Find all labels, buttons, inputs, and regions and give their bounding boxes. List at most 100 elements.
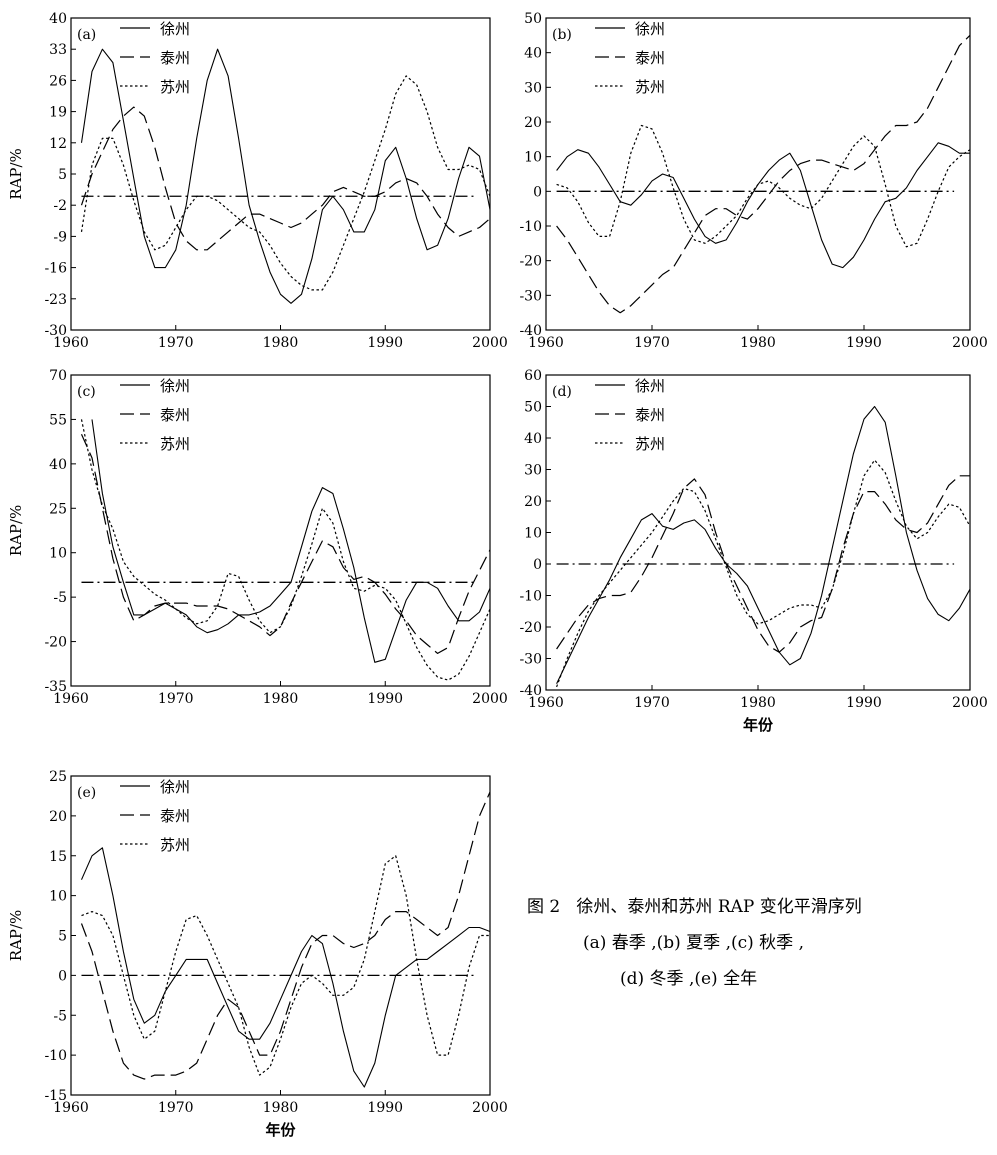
series-line-1 <box>80 847 491 1088</box>
y-tick-label: 30 <box>524 463 542 479</box>
x-tick-label: 1960 <box>528 335 564 351</box>
series-line-1 <box>556 142 970 269</box>
y-tick-label: -2 <box>53 198 67 214</box>
y-axis-label: RAP/% <box>7 148 25 200</box>
x-tick-label: 1960 <box>53 335 89 351</box>
y-tick-label: 0 <box>533 557 542 573</box>
y-tick-label: 60 <box>524 368 542 384</box>
x-tick-label: 1980 <box>740 695 776 711</box>
x-tick-label: 1970 <box>158 691 194 707</box>
x-tick-label: 2000 <box>952 335 988 351</box>
x-axis-label: 年份 <box>265 1121 296 1139</box>
x-tick-label: 2000 <box>472 335 508 351</box>
panel-label: (c) <box>77 384 96 400</box>
legend-label-3: 苏州 <box>635 78 665 96</box>
legend-label-1: 徐州 <box>160 377 190 395</box>
y-tick-label: 10 <box>49 889 67 905</box>
series-line-2 <box>80 433 491 654</box>
y-tick-label: 0 <box>533 184 542 200</box>
series-line-3 <box>556 124 971 248</box>
x-tick-label: 1990 <box>846 695 882 711</box>
x-tick-label: 1980 <box>263 335 299 351</box>
y-tick-label: -40 <box>519 323 542 339</box>
y-tick-label: -15 <box>44 1088 67 1104</box>
panel-label: (b) <box>552 27 572 43</box>
y-tick-label: -30 <box>44 323 67 339</box>
chart-panel-4: -40 -30 -20 -10 0 10 20 30 40 50 60 1960 1970 1980 199… <box>519 368 987 734</box>
y-tick-label: 20 <box>49 809 67 825</box>
plot-frame <box>70 775 491 1096</box>
y-tick-label: 19 <box>49 105 67 121</box>
legend-label-3: 苏州 <box>160 435 190 453</box>
series-line-1 <box>80 48 491 304</box>
x-tick-label: 1970 <box>158 1100 194 1116</box>
y-tick-label: -30 <box>519 288 542 304</box>
legend-label-1: 徐州 <box>635 20 665 38</box>
y-tick-label: -30 <box>519 652 542 668</box>
plot-frame <box>545 17 971 331</box>
legend-label-2: 泰州 <box>635 406 665 424</box>
x-tick-label: 1990 <box>846 335 882 351</box>
y-tick-label: 12 <box>49 136 67 152</box>
series-line-3 <box>81 855 490 1076</box>
x-tick-label: 2000 <box>472 1100 508 1116</box>
series-line-1 <box>556 405 971 684</box>
y-tick-label: 50 <box>524 400 542 416</box>
y-tick-label: 40 <box>49 457 67 473</box>
x-tick-label: 1970 <box>634 335 670 351</box>
y-tick-label: -23 <box>44 292 67 308</box>
legend-label-1: 徐州 <box>160 20 190 38</box>
series-line-3 <box>80 419 491 681</box>
x-tick-label: 2000 <box>952 695 988 711</box>
y-tick-label: 33 <box>49 42 67 58</box>
y-axis-label: RAP/% <box>7 505 25 557</box>
y-tick-label: 20 <box>524 115 542 131</box>
y-tick-label: 30 <box>524 80 542 96</box>
y-tick-label: 55 <box>49 412 67 428</box>
series-line-2 <box>556 34 971 314</box>
chart-panel-5: -15 -10 -5 0 5 10 15 20 25 1960 1970 1980 1990 2000 (e… <box>7 769 508 1139</box>
figure-caption-line-2: (a) 春季 ,(b) 夏季 ,(c) 秋季 , <box>583 933 804 953</box>
x-tick-label: 1960 <box>53 691 89 707</box>
y-tick-label: 40 <box>524 46 542 62</box>
y-tick-label: 10 <box>49 546 67 562</box>
series-line-1 <box>91 419 491 663</box>
series-line-3 <box>556 459 971 688</box>
y-tick-label: 5 <box>58 167 67 183</box>
panel-label: (e) <box>77 785 96 801</box>
y-tick-label: 25 <box>49 501 67 517</box>
y-tick-label: -5 <box>53 1008 67 1024</box>
plot-frame <box>70 374 491 687</box>
series-line-3 <box>80 75 491 291</box>
legend-label-1: 徐州 <box>160 778 190 796</box>
x-tick-label: 1980 <box>263 691 299 707</box>
y-axis-label: RAP/% <box>7 910 25 962</box>
x-tick-label: 1990 <box>367 691 403 707</box>
legend-label-2: 泰州 <box>635 49 665 67</box>
series-line-2 <box>556 475 970 653</box>
y-tick-label: -20 <box>44 635 67 651</box>
legend-label-2: 泰州 <box>160 807 190 825</box>
x-tick-label: 1990 <box>367 335 403 351</box>
series-line-2 <box>80 791 491 1080</box>
x-tick-label: 1990 <box>367 1100 403 1116</box>
figure-caption-title: 图 2 徐州、泰州和苏州 RAP 变化平滑序列 <box>527 897 862 917</box>
y-tick-label: -35 <box>44 679 67 695</box>
figure-caption-line-3: (d) 冬季 ,(e) 全年 <box>620 969 758 989</box>
legend-label-3: 苏州 <box>160 78 190 96</box>
legend-label-3: 苏州 <box>635 435 665 453</box>
y-tick-label: 26 <box>49 73 67 89</box>
y-tick-label: -40 <box>519 683 542 699</box>
y-tick-label: 50 <box>524 11 542 27</box>
y-tick-label: 0 <box>58 968 67 984</box>
y-tick-label: 10 <box>524 150 542 166</box>
y-tick-label: -10 <box>44 1048 67 1064</box>
legend-label-2: 泰州 <box>160 406 190 424</box>
plot-frame <box>70 17 491 331</box>
x-tick-label: 1970 <box>158 335 194 351</box>
y-tick-label: -20 <box>519 620 542 636</box>
x-tick-label: 1960 <box>53 1100 89 1116</box>
series-line-2 <box>80 106 491 251</box>
y-tick-label: 10 <box>524 526 542 542</box>
